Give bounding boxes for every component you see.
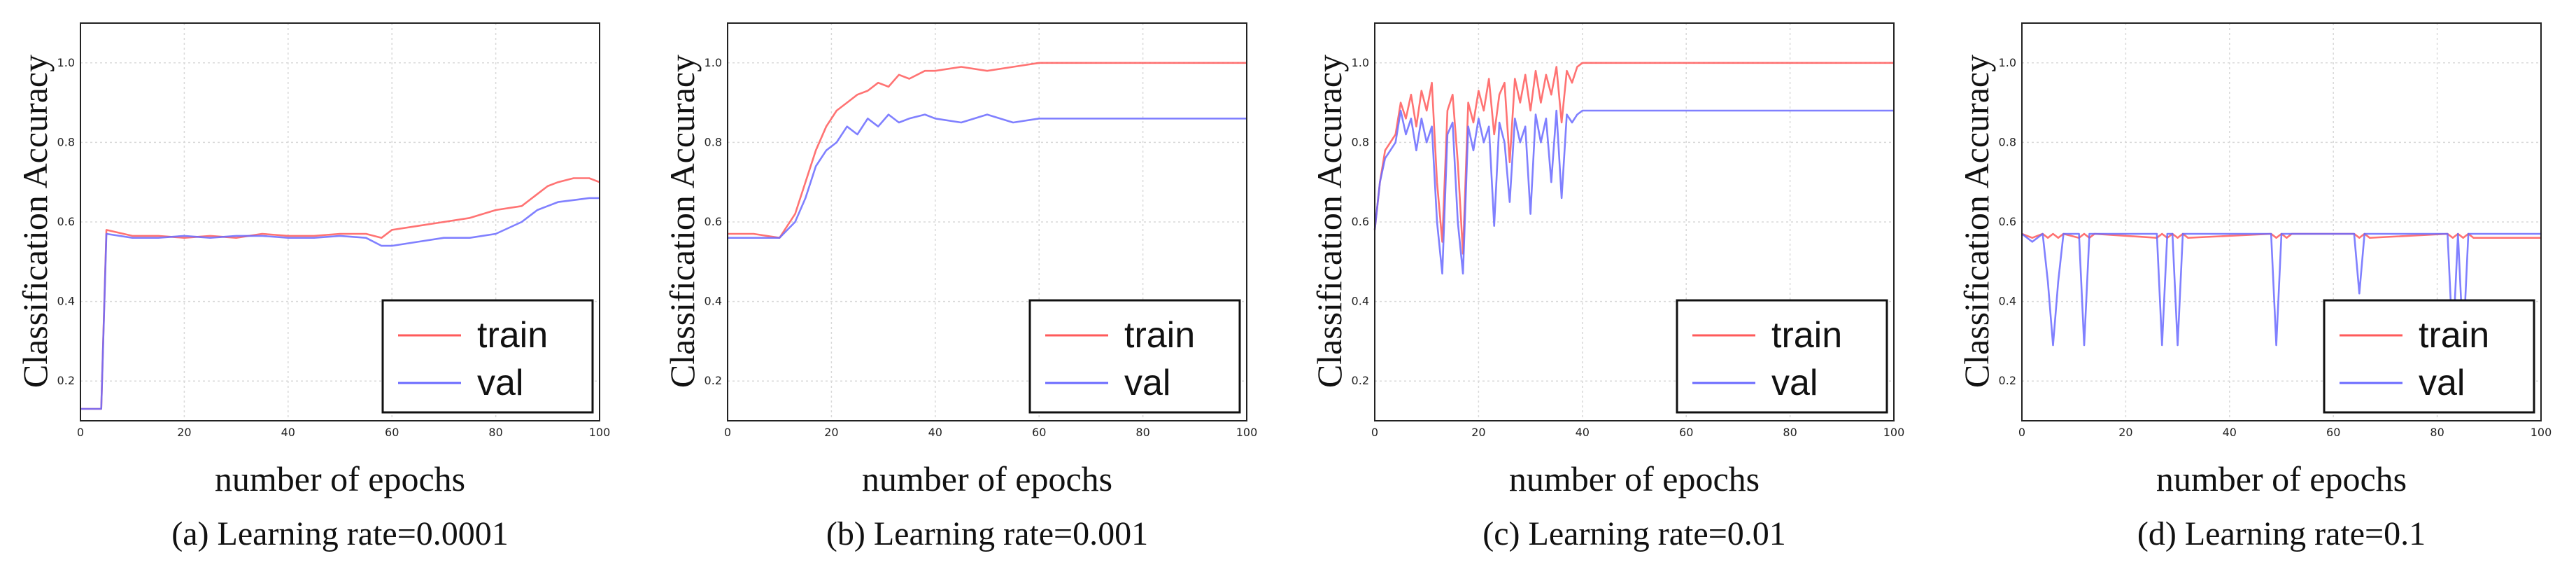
legend: train val — [1676, 299, 1888, 414]
x-tick-label: 0 — [77, 426, 84, 439]
x-tick-label: 60 — [2326, 426, 2340, 439]
series-line-train — [728, 62, 1247, 239]
axes-frame — [80, 22, 600, 421]
y-tick-label: 1.0 — [1999, 56, 2016, 69]
legend-label-val: val — [1771, 363, 1818, 403]
x-tick-label: 80 — [488, 426, 502, 439]
y-tick-label: 0.4 — [1999, 295, 2016, 308]
x-tick-label: 100 — [1236, 426, 1258, 439]
x-tick-label: 20 — [177, 426, 191, 439]
legend-label-val: val — [1124, 363, 1170, 403]
legend-label-val: val — [2419, 363, 2465, 403]
x-tick-label: 80 — [1135, 426, 1149, 439]
series-line-val — [728, 113, 1247, 239]
y-tick-label: 1.0 — [705, 56, 722, 69]
series-line-train — [2021, 232, 2541, 239]
legend-label-train: train — [1124, 315, 1195, 356]
y-tick-label: 1.0 — [1352, 56, 1369, 69]
chart-panel: 0 20 40 60 80 100 0.2 0.4 0.6 0.8 1.0 train val Class… — [0, 0, 633, 579]
y-axis-label: Classification Accuracy — [1957, 54, 1996, 389]
series-line-train — [80, 177, 600, 410]
axes-frame — [2021, 22, 2542, 421]
y-tick-label: 0.4 — [705, 295, 722, 308]
series-line-train — [1373, 62, 1894, 255]
axes-frame — [727, 22, 1247, 421]
x-tick-label: 0 — [1371, 426, 1378, 439]
legend-label-train: train — [1771, 315, 1842, 356]
legend-label-val: val — [477, 363, 523, 403]
x-tick-label: 80 — [1783, 426, 1797, 439]
legend: train val — [2323, 299, 2535, 414]
y-axis-label: Classification Accuracy — [1310, 54, 1349, 389]
legend-label-train: train — [477, 315, 548, 356]
chart-panel: 0 20 40 60 80 100 0.2 0.4 0.6 0.8 1.0 train val Class… — [1294, 0, 1927, 579]
y-tick-label: 0.2 — [1352, 374, 1369, 387]
plot-area: 0 20 40 60 80 100 0.2 0.4 0.6 0.8 1.0 train val — [705, 22, 1258, 439]
y-tick-label: 0.8 — [1999, 135, 2016, 148]
legend-box — [1676, 299, 1888, 414]
series-line-val — [80, 197, 600, 410]
x-axis-label: number of epochs — [861, 459, 1113, 498]
legend-box — [1028, 299, 1241, 414]
x-tick-label: 0 — [2018, 426, 2025, 439]
legend-box — [381, 299, 594, 414]
legend-label-train: train — [2419, 315, 2489, 356]
plot-area: 0 20 40 60 80 100 0.2 0.4 0.6 0.8 1.0 train val — [57, 22, 611, 439]
chart-caption: (d) Learning rate=0.1 — [2137, 515, 2426, 552]
plot-area: 0 20 40 60 80 100 0.2 0.4 0.6 0.8 1.0 train val — [1999, 22, 2552, 439]
y-tick-label: 1.0 — [57, 56, 75, 69]
plot-area: 0 20 40 60 80 100 0.2 0.4 0.6 0.8 1.0 train val — [1352, 22, 1905, 439]
x-tick-label: 100 — [2531, 426, 2552, 439]
series-line-val — [1373, 109, 1894, 275]
x-tick-label: 100 — [1883, 426, 1905, 439]
chart-caption: (a) Learning rate=0.0001 — [171, 515, 509, 552]
y-tick-label: 0.6 — [1999, 215, 2016, 228]
x-axis-label: number of epochs — [214, 459, 466, 498]
legend: train val — [1028, 299, 1241, 414]
series-line-val — [2021, 232, 2541, 347]
y-tick-label: 0.2 — [705, 374, 722, 387]
y-tick-label: 0.8 — [705, 135, 722, 148]
x-tick-label: 0 — [724, 426, 731, 439]
chart-panel: 0 20 40 60 80 100 0.2 0.4 0.6 0.8 1.0 train val Class… — [647, 0, 1280, 579]
axes-frame — [1374, 22, 1895, 421]
legend: train val — [381, 299, 594, 414]
x-tick-label: 20 — [1471, 426, 1485, 439]
x-tick-label: 40 — [928, 426, 942, 439]
y-tick-label: 0.6 — [57, 215, 75, 228]
x-tick-label: 40 — [281, 426, 295, 439]
y-tick-label: 0.8 — [1352, 135, 1369, 148]
x-tick-label: 60 — [1032, 426, 1046, 439]
legend-box — [2323, 299, 2535, 414]
x-tick-label: 40 — [2223, 426, 2237, 439]
x-axis-label: number of epochs — [2156, 459, 2407, 498]
x-tick-label: 100 — [589, 426, 611, 439]
chart-caption: (c) Learning rate=0.01 — [1482, 515, 1786, 552]
y-tick-label: 0.6 — [1352, 215, 1369, 228]
x-axis-label: number of epochs — [1508, 459, 1760, 498]
y-tick-label: 0.2 — [1999, 374, 2016, 387]
x-tick-label: 20 — [2118, 426, 2132, 439]
y-tick-label: 0.8 — [57, 135, 75, 148]
chart-caption: (b) Learning rate=0.001 — [826, 515, 1149, 552]
x-tick-label: 60 — [1679, 426, 1693, 439]
chart-panel: 0 20 40 60 80 100 0.2 0.4 0.6 0.8 1.0 train val Class… — [1941, 0, 2575, 579]
x-tick-label: 20 — [824, 426, 838, 439]
x-tick-label: 80 — [2430, 426, 2444, 439]
x-tick-label: 40 — [1576, 426, 1590, 439]
y-axis-label: Classification Accuracy — [15, 54, 55, 389]
y-axis-label: Classification Accuracy — [663, 54, 702, 389]
y-tick-label: 0.4 — [57, 295, 75, 308]
x-tick-label: 60 — [385, 426, 399, 439]
y-tick-label: 0.2 — [57, 374, 75, 387]
y-tick-label: 0.4 — [1352, 295, 1369, 308]
y-tick-label: 0.6 — [705, 215, 722, 228]
